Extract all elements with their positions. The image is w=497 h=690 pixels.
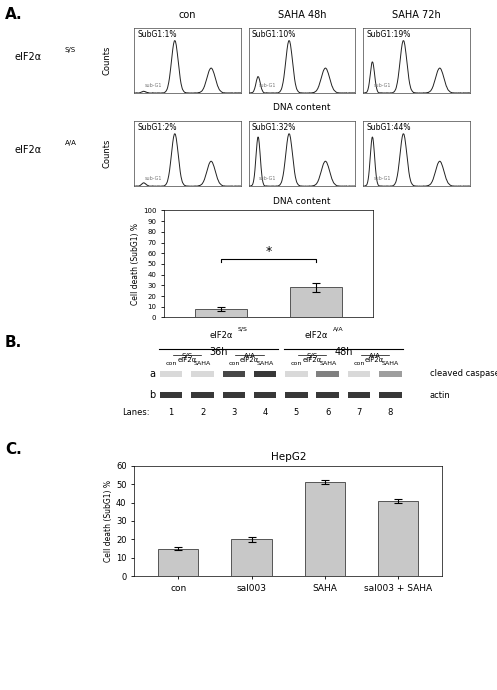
Text: 1: 1: [168, 408, 174, 417]
Text: 5: 5: [294, 408, 299, 417]
Text: 36h: 36h: [209, 346, 228, 357]
Y-axis label: Cell death (SubG1) %: Cell death (SubG1) %: [131, 223, 140, 305]
Bar: [160, 393, 182, 398]
Bar: [191, 393, 214, 398]
Text: S/S: S/S: [238, 326, 248, 331]
Text: sub-G1: sub-G1: [373, 176, 391, 181]
Text: 7: 7: [356, 408, 362, 417]
Bar: [254, 371, 276, 377]
Text: a: a: [150, 369, 156, 379]
Text: eIF2α: eIF2α: [240, 357, 259, 363]
Text: sub-G1: sub-G1: [373, 83, 391, 88]
Text: con: con: [353, 361, 365, 366]
Text: sub-G1: sub-G1: [145, 176, 162, 181]
Text: sub-G1: sub-G1: [145, 83, 162, 88]
Text: cleaved caspase 3: cleaved caspase 3: [429, 369, 497, 379]
Bar: [158, 549, 198, 576]
Text: A/A: A/A: [369, 353, 381, 359]
Text: DNA content: DNA content: [273, 197, 331, 206]
Text: eIF2α: eIF2α: [304, 331, 328, 340]
Bar: [379, 393, 402, 398]
Bar: [285, 393, 308, 398]
Bar: [317, 393, 339, 398]
Bar: [160, 371, 182, 377]
Text: eIF2α: eIF2α: [365, 357, 384, 363]
Text: SubG1:1%: SubG1:1%: [137, 30, 177, 39]
Text: con: con: [228, 361, 240, 366]
Text: con: con: [179, 10, 196, 20]
Text: eIF2α: eIF2α: [209, 331, 233, 340]
Text: Lanes:: Lanes:: [122, 408, 149, 417]
Text: C.: C.: [5, 442, 22, 457]
Text: S/S: S/S: [181, 353, 192, 359]
Text: SAHA 72h: SAHA 72h: [392, 10, 441, 20]
Text: 8: 8: [388, 408, 393, 417]
Text: S/S: S/S: [307, 353, 318, 359]
Bar: [223, 393, 245, 398]
Text: Counts: Counts: [102, 46, 111, 75]
Y-axis label: Cell death (SubG1) %: Cell death (SubG1) %: [104, 480, 113, 562]
Text: eIF2α: eIF2α: [15, 145, 42, 155]
Text: SubG1:44%: SubG1:44%: [366, 123, 411, 132]
Bar: [254, 393, 276, 398]
Text: SAHA: SAHA: [319, 361, 336, 366]
Text: b: b: [149, 391, 156, 400]
Text: SAHA: SAHA: [194, 361, 211, 366]
Text: con: con: [166, 361, 177, 366]
Text: A.: A.: [5, 7, 22, 22]
Text: sub-G1: sub-G1: [259, 83, 276, 88]
Title: HepG2: HepG2: [270, 452, 306, 462]
Text: sub-G1: sub-G1: [259, 176, 276, 181]
Text: S/S: S/S: [65, 47, 76, 53]
Bar: [378, 501, 418, 576]
Bar: [317, 371, 339, 377]
Text: SubG1:32%: SubG1:32%: [251, 123, 296, 132]
Text: eIF2α: eIF2α: [303, 357, 322, 363]
Text: 6: 6: [325, 408, 331, 417]
Text: 4: 4: [262, 408, 268, 417]
Text: SAHA: SAHA: [382, 361, 399, 366]
Bar: [305, 482, 345, 576]
Text: Counts: Counts: [102, 139, 111, 168]
Text: 48h: 48h: [334, 346, 353, 357]
Text: SubG1:2%: SubG1:2%: [137, 123, 177, 132]
Bar: [191, 371, 214, 377]
Text: SubG1:10%: SubG1:10%: [251, 30, 296, 39]
Bar: [379, 371, 402, 377]
Bar: [285, 371, 308, 377]
Text: DNA content: DNA content: [273, 104, 331, 112]
Bar: [348, 393, 370, 398]
Text: B.: B.: [5, 335, 22, 350]
Bar: [290, 288, 342, 317]
Text: actin: actin: [429, 391, 450, 400]
Bar: [223, 371, 245, 377]
Text: eIF2α: eIF2α: [177, 357, 196, 363]
Bar: [232, 540, 272, 576]
Text: SubG1:19%: SubG1:19%: [366, 30, 411, 39]
Text: 3: 3: [231, 408, 237, 417]
Text: *: *: [265, 244, 271, 257]
Bar: [195, 309, 247, 317]
Text: eIF2α: eIF2α: [15, 52, 42, 62]
Text: A/A: A/A: [333, 326, 343, 331]
Text: SAHA: SAHA: [256, 361, 274, 366]
Text: A/A: A/A: [65, 140, 77, 146]
Text: 2: 2: [200, 408, 205, 417]
Text: A/A: A/A: [244, 353, 255, 359]
Bar: [348, 371, 370, 377]
Text: SAHA 48h: SAHA 48h: [278, 10, 326, 20]
Text: con: con: [291, 361, 302, 366]
